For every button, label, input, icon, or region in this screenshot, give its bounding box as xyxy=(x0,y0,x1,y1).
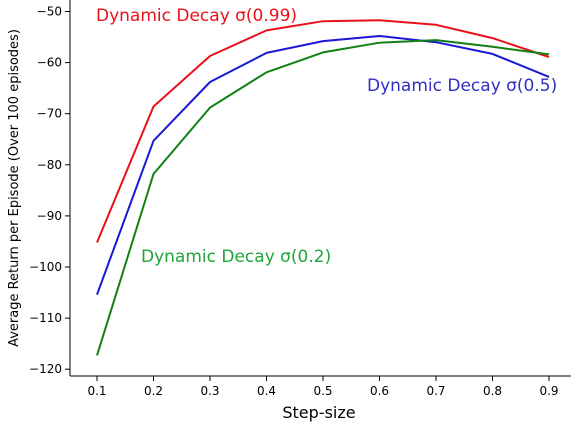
x-axis-title: Step-size xyxy=(282,403,355,422)
y-tick-label: −110 xyxy=(29,311,62,325)
x-tick-label: 0.9 xyxy=(539,384,558,398)
x-tick-label: 0.8 xyxy=(483,384,502,398)
y-tick-label: −60 xyxy=(37,56,62,70)
x-tick-label: 0.7 xyxy=(426,384,445,398)
y-tick-label: −70 xyxy=(37,107,62,121)
series-label-sigma-0.2: Dynamic Decay σ(0.2) xyxy=(141,247,331,267)
y-tick-label: −50 xyxy=(37,5,62,19)
x-tick-label: 0.5 xyxy=(313,384,332,398)
x-axis-ticks: 0.1 0.2 0.3 0.4 0.5 0.6 0.7 0.8 0.9 xyxy=(87,376,559,398)
series-line-2 xyxy=(96,39,550,356)
x-tick-label: 0.6 xyxy=(370,384,389,398)
series-line-0 xyxy=(96,19,550,243)
x-tick-label: 0.3 xyxy=(200,384,219,398)
y-tick-label: −100 xyxy=(29,260,62,274)
x-tick-label: 0.1 xyxy=(87,384,106,398)
y-tick-label: −90 xyxy=(37,209,62,223)
y-tick-label: −80 xyxy=(37,158,62,172)
y-axis-ticks: −50 −60 −70 −80 −90 −100 −110 −120 xyxy=(29,5,70,376)
series-lines xyxy=(96,19,550,356)
x-tick-label: 0.4 xyxy=(257,384,276,398)
series-line-1 xyxy=(96,35,550,295)
series-label-sigma-0.99: Dynamic Decay σ(0.99) xyxy=(96,6,297,26)
series-label-sigma-0.5: Dynamic Decay σ(0.5) xyxy=(367,76,557,96)
y-tick-label: −120 xyxy=(29,362,62,376)
x-tick-label: 0.2 xyxy=(144,384,163,398)
y-axis-title: Average Return per Episode (Over 100 epi… xyxy=(7,29,22,347)
